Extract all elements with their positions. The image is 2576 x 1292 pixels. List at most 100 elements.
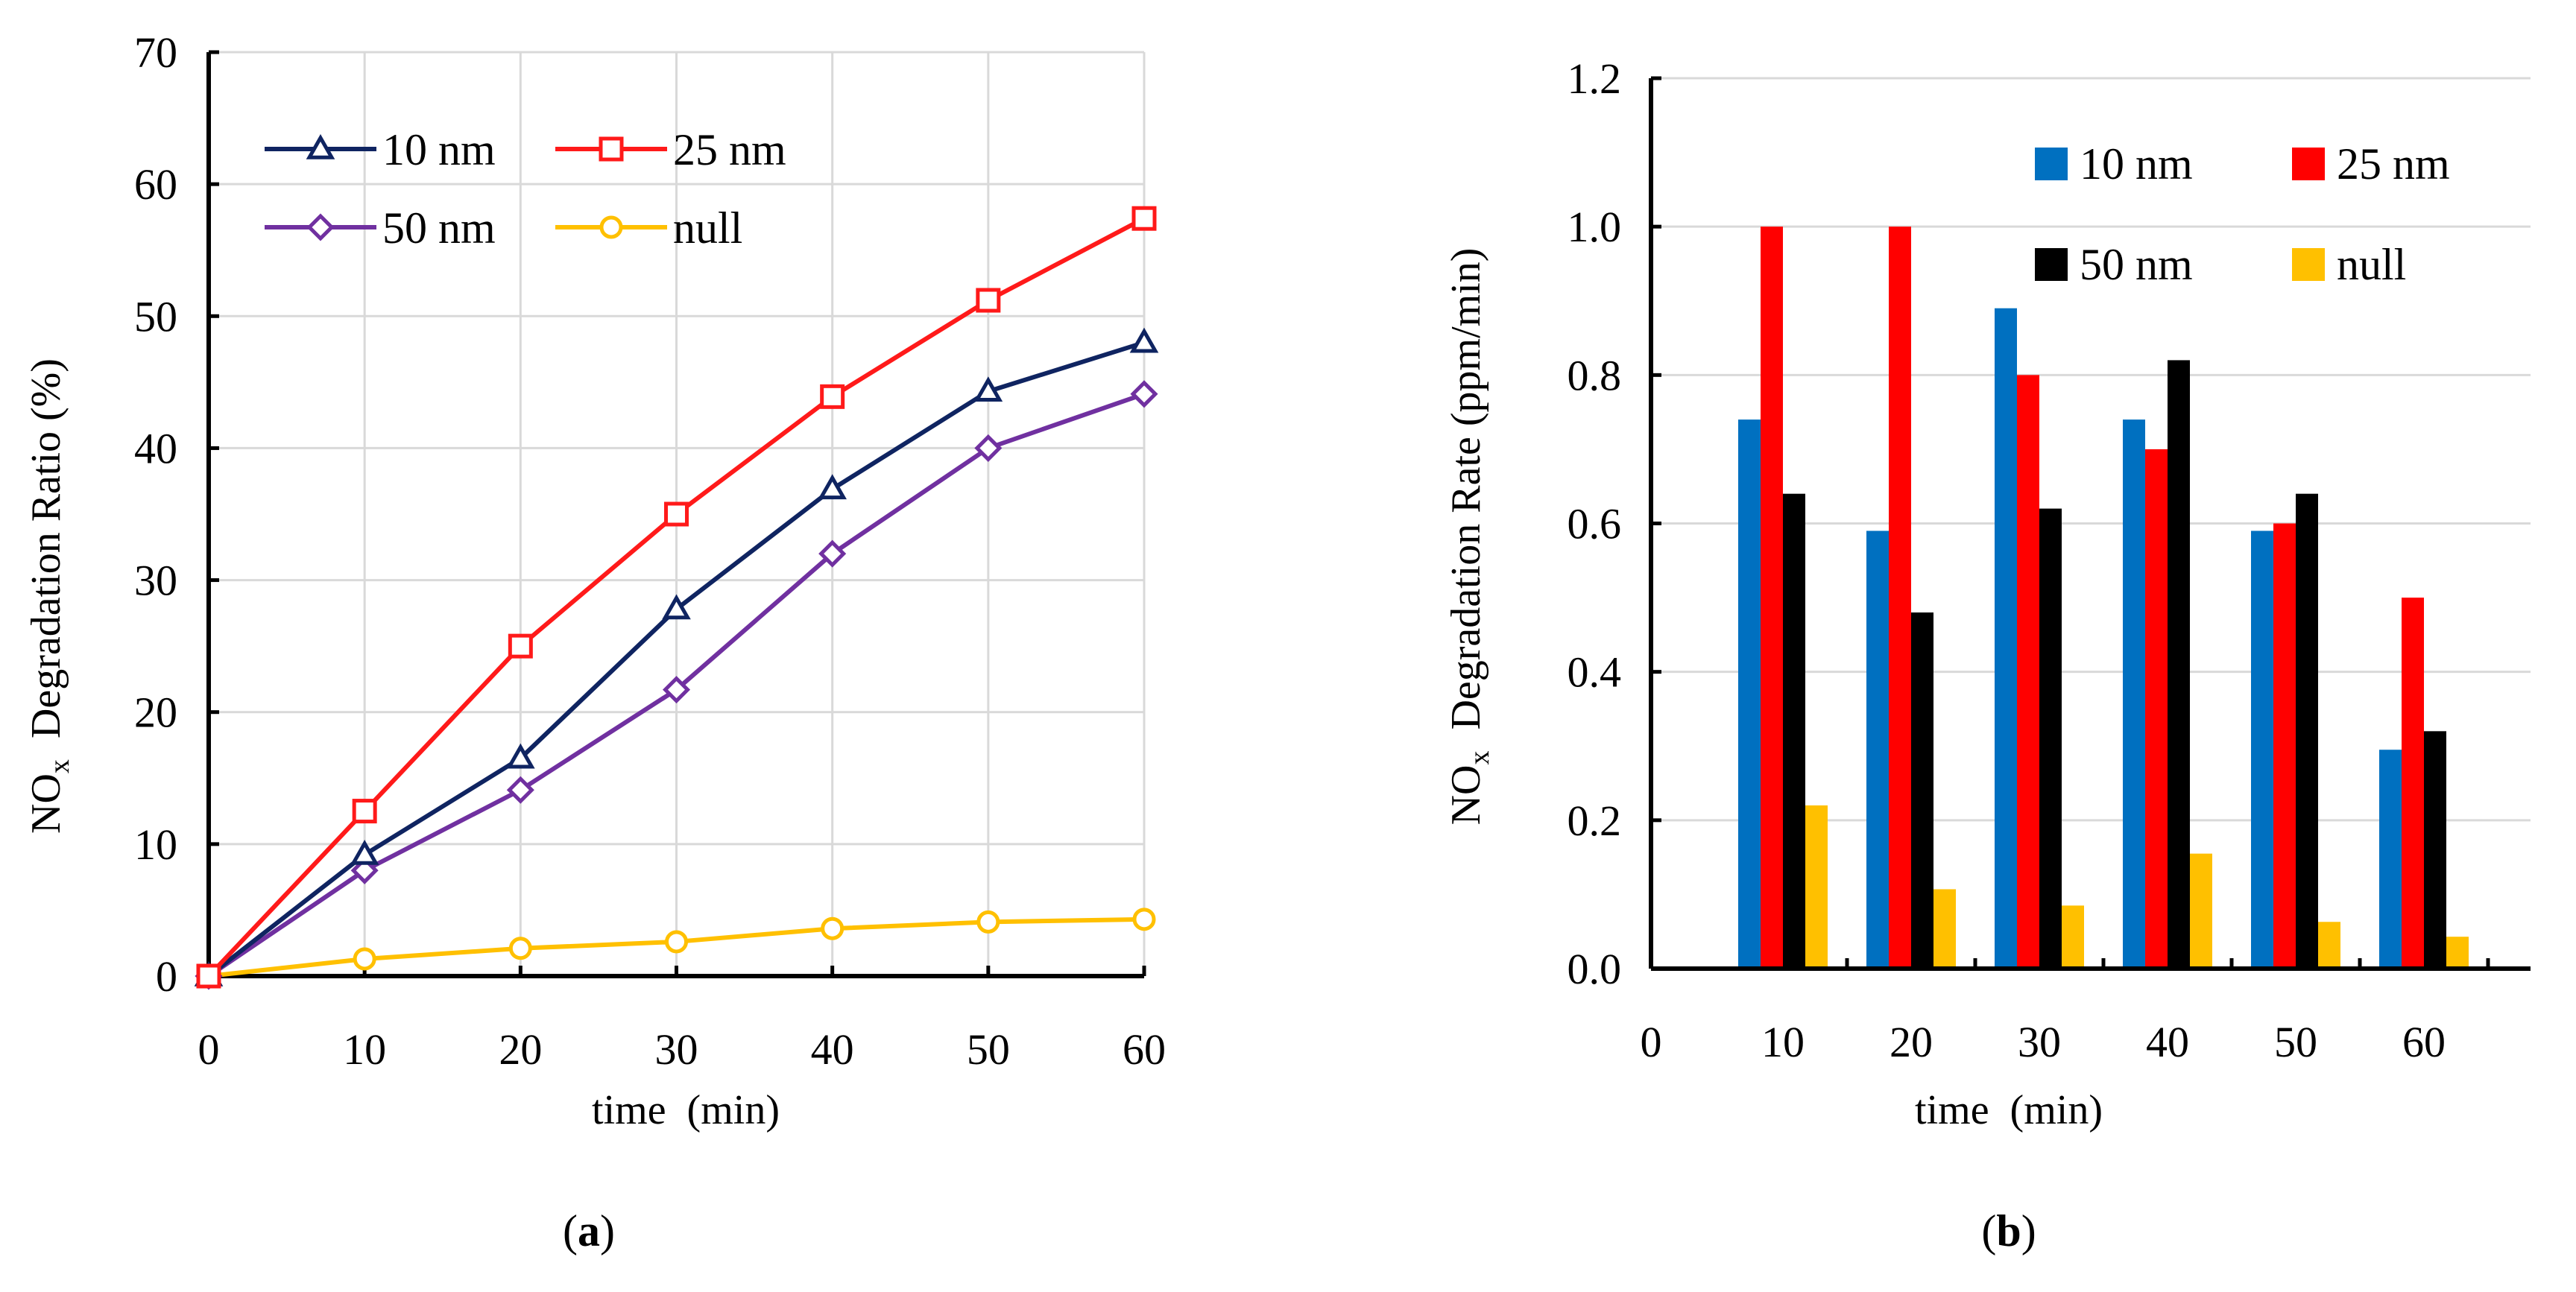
x-tick-label-a: 30 (655, 1025, 698, 1074)
y-tick-label-a: 0 (156, 952, 177, 1001)
data-point-50-nm (818, 539, 847, 568)
data-point-50-nm (350, 856, 379, 884)
bar-10-nm-10 (1738, 419, 1761, 969)
bar-10-nm-50 (2251, 531, 2273, 969)
data-point-25-nm (664, 501, 689, 527)
y-axis-label-a: NOx Degradation Ratio (%) (23, 358, 75, 834)
bar-25-nm-20 (1889, 227, 1911, 969)
legend-label-10-nm: 10 nm (382, 125, 496, 174)
bar-50-nm-40 (2168, 360, 2190, 969)
bar-50-nm-60 (2424, 731, 2446, 969)
y-tick-label-a: 70 (134, 28, 177, 77)
data-point-null (665, 930, 688, 954)
data-point-10-nm (818, 474, 847, 500)
y-tick-label-b: 0.6 (1568, 500, 1622, 548)
data-point-null (353, 947, 376, 971)
y-tick-label-a: 60 (134, 160, 177, 209)
series-a (194, 206, 1159, 990)
y-axis-label-a-prefix: NO (23, 773, 69, 834)
bar-10-nm-30 (1995, 308, 2017, 969)
y-axis-label-b-prefix: NO (1443, 765, 1489, 826)
bar-null-50 (2318, 922, 2340, 969)
data-point-null (821, 916, 845, 940)
y-axis-label-b-sub: x (1464, 751, 1495, 765)
legend-swatch-10-nm (2035, 148, 2068, 180)
legend-label-50-nm: 50 nm (2080, 240, 2193, 289)
x-axis-label-a: time (min) (592, 1087, 780, 1133)
x-tick-label-b: 10 (1761, 1018, 1805, 1066)
x-tick-label-a: 0 (198, 1025, 220, 1074)
bar-null-20 (1933, 889, 1956, 969)
data-point-null (1132, 908, 1156, 931)
legend-swatch-25-nm (2292, 148, 2325, 180)
data-point-25-nm (976, 288, 1001, 313)
data-point-50-nm (662, 676, 691, 704)
legend-swatch-50-nm (2035, 248, 2068, 281)
x-tick-label-a: 40 (811, 1025, 854, 1074)
panel-label-a: (a) (563, 1206, 615, 1255)
legend-label-25-nm: 25 nm (673, 125, 786, 174)
y-tick-label-b: 0.0 (1568, 945, 1622, 993)
y-tick-label-a: 50 (134, 292, 177, 341)
legend-marker-50-nm (306, 213, 335, 241)
data-point-10-nm (1129, 327, 1159, 353)
legend-swatch-null (2292, 248, 2325, 281)
data-point-25-nm (1131, 206, 1157, 231)
legend-marker-25-nm (599, 136, 624, 162)
x-tick-label-b: 40 (2146, 1018, 2189, 1066)
x-tick-label-b: 20 (1890, 1018, 1933, 1066)
panel-label-b: (b) (1981, 1206, 2036, 1255)
y-tick-label-b: 1.0 (1568, 203, 1622, 251)
bar-10-nm-20 (1866, 531, 1889, 969)
axes-b (1649, 76, 2531, 971)
bar-null-10 (1805, 805, 1828, 969)
y-axis-label-b: NOx Degradation Rate (ppm/min) (1443, 248, 1495, 826)
legend-b: 10 nm 25 nm 50 nm null (2035, 139, 2450, 289)
y-tick-label-b: 0.2 (1568, 797, 1622, 845)
y-tick-label-b: 1.2 (1568, 54, 1622, 103)
x-tick-label-a: 60 (1123, 1025, 1166, 1074)
bar-null-30 (2062, 905, 2084, 969)
data-point-null (976, 910, 1000, 934)
x-tick-label-b: 50 (2274, 1018, 2317, 1066)
bar-25-nm-30 (2017, 375, 2039, 969)
data-point-50-nm (506, 776, 534, 804)
bar-null-60 (2446, 937, 2469, 969)
axes-a (206, 50, 1146, 978)
data-point-10-nm (662, 594, 691, 620)
x-tick-label-b: 0 (1641, 1018, 1662, 1066)
legend-marker-10-nm (306, 133, 335, 159)
x-axis-label-b: time (min) (1915, 1087, 2103, 1133)
data-point-25-nm (352, 799, 377, 824)
data-point-50-nm (974, 434, 1003, 462)
panel-letter-a: a (578, 1206, 600, 1255)
y-tick-label-b: 0.8 (1568, 351, 1622, 399)
x-tick-label-a: 20 (499, 1025, 542, 1074)
legend-label-25-nm: 25 nm (2337, 139, 2450, 189)
data-point-25-nm (196, 963, 221, 989)
bar-50-nm-20 (1911, 612, 1933, 969)
data-point-10-nm (350, 839, 379, 865)
bar-25-nm-10 (1761, 227, 1783, 969)
bar-25-nm-40 (2145, 449, 2168, 969)
x-tick-label-a: 50 (967, 1025, 1010, 1074)
bar-10-nm-40 (2123, 419, 2145, 969)
bar-25-nm-60 (2402, 598, 2424, 969)
bar-25-nm-50 (2273, 523, 2296, 969)
tick-labels-b: 0.0 0.2 0.4 0.6 0.8 1.0 1.2 0 10 20 30 40 50 60 (1568, 54, 2446, 1066)
data-point-null (508, 937, 532, 960)
bar-50-nm-10 (1783, 493, 1805, 969)
x-tick-label-b: 60 (2402, 1018, 2446, 1066)
legend-label-10-nm: 10 nm (2080, 139, 2193, 189)
data-point-50-nm (1130, 380, 1158, 408)
data-point-10-nm (973, 376, 1003, 402)
y-tick-label-a: 40 (134, 424, 177, 472)
bar-null-40 (2190, 853, 2212, 969)
y-axis-label-a-suffix: Degradation Ratio (%) (23, 358, 69, 759)
y-axis-label-a-sub: x (44, 759, 75, 773)
y-tick-label-b: 0.4 (1568, 648, 1622, 697)
chart-b: 0.0 0.2 0.4 0.6 0.8 1.0 1.2 0 10 20 30 40 50 60 10 nm… (1443, 54, 2531, 1255)
panel-letter-b: b (1996, 1206, 2021, 1255)
x-tick-label-a: 10 (343, 1025, 386, 1074)
